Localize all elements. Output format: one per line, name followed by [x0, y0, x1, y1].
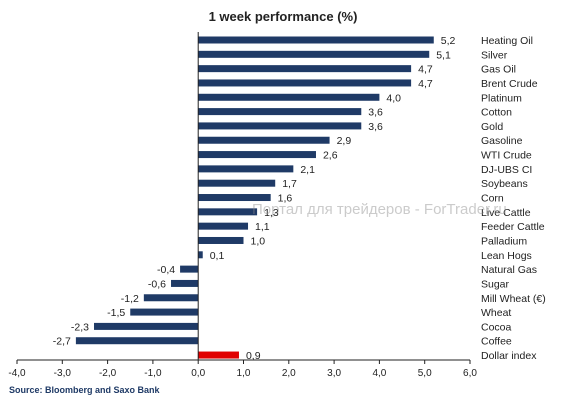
value-label: 5,1	[436, 49, 451, 61]
bar-live-cattle	[198, 208, 258, 216]
category-label: Soybeans	[481, 178, 528, 190]
bar-soybeans	[198, 179, 276, 187]
value-label: -0,4	[157, 264, 175, 276]
bar-heating-oil	[198, 36, 434, 44]
category-label: Heating Oil	[481, 35, 533, 47]
bar-wheat	[130, 308, 199, 316]
bar-sugar	[171, 279, 199, 287]
value-label: 1,3	[264, 207, 279, 219]
x-tick-label: -2,0	[99, 368, 117, 379]
category-label: Dollar index	[481, 350, 537, 362]
bar-gold	[198, 122, 362, 130]
category-label: Live Cattle	[481, 207, 531, 219]
category-label: Cotton	[481, 107, 512, 119]
watermark-text: Портал для трейдеров - ForTrader.ru	[252, 201, 507, 218]
bar-brent-crude	[198, 79, 412, 87]
bar-silver	[198, 50, 430, 58]
bars-layer	[75, 36, 434, 359]
labels-layer: 5,2 Heating Oil 5,1 Silver 4,7 Gas Oil 4,7 Bren…	[53, 35, 546, 362]
bar-wti-crude	[198, 151, 316, 159]
x-tick-label: 3,0	[327, 368, 341, 379]
value-label: 2,1	[300, 164, 315, 176]
bar-feeder-cattle	[198, 222, 249, 230]
bar-palladium	[198, 236, 244, 244]
category-label: Palladium	[481, 235, 527, 247]
value-label: 1,7	[282, 178, 297, 190]
source-note: Source: Bloomberg and Saxo Bank	[9, 385, 160, 395]
value-label: -2,3	[71, 321, 89, 333]
bar-natural-gas	[180, 265, 199, 273]
category-label: Gasoline	[481, 135, 523, 147]
x-tick-label: 6,0	[463, 368, 477, 379]
bar-platinum	[198, 93, 380, 101]
category-label: Corn	[481, 193, 504, 205]
category-label: Coffee	[481, 336, 512, 348]
x-tick-label: 1,0	[237, 368, 251, 379]
bar-lean-hogs	[198, 251, 203, 259]
value-label: -1,5	[107, 307, 125, 319]
value-label: 5,2	[441, 35, 456, 47]
category-label: Brent Crude	[481, 78, 538, 90]
value-label: 3,6	[368, 107, 383, 119]
x-tick-label: -1,0	[144, 368, 162, 379]
category-label: WTI Crude	[481, 150, 532, 162]
x-tick-label: 4,0	[372, 368, 386, 379]
chart-title: 1 week performance (%)	[208, 9, 358, 24]
category-label: Silver	[481, 49, 508, 61]
x-tick-label: 5,0	[418, 368, 432, 379]
category-label: Cocoa	[481, 321, 512, 333]
category-label: Wheat	[481, 307, 511, 319]
category-label: Sugar	[481, 278, 510, 290]
category-label: Natural Gas	[481, 264, 537, 276]
bar-dj-ubs-ci	[198, 165, 294, 173]
value-label: 1,6	[278, 193, 293, 205]
bar-gasoline	[198, 136, 330, 144]
category-label: Gold	[481, 121, 503, 133]
value-label: -1,2	[121, 293, 139, 305]
bar-cocoa	[94, 322, 199, 330]
bar-corn	[198, 194, 271, 202]
category-label: Gas Oil	[481, 64, 516, 76]
value-label: -2,7	[53, 336, 71, 348]
bar-dollar-index	[198, 351, 239, 359]
x-tick-label: -4,0	[8, 368, 26, 379]
value-label: 3,6	[368, 121, 383, 133]
category-label: Feeder Cattle	[481, 221, 545, 233]
category-label: DJ-UBS CI	[481, 164, 532, 176]
x-tick-label: 2,0	[282, 368, 296, 379]
x-tick-label: 0,0	[191, 368, 205, 379]
category-label: Lean Hogs	[481, 250, 532, 262]
bar-coffee	[75, 337, 199, 345]
value-label: 2,9	[337, 135, 352, 147]
axis-layer: -4,0 -3,0 -2,0 -1,0 0,0 1,0 2,0 3,0 4,0 5,0 6,0	[8, 32, 477, 379]
bar-cotton	[198, 108, 362, 116]
bar-mill-wheat	[143, 294, 199, 302]
value-label: 4,7	[418, 78, 433, 90]
value-label: 4,7	[418, 64, 433, 76]
value-label: 4,0	[386, 92, 401, 104]
category-label: Platinum	[481, 92, 522, 104]
x-tick-label: -3,0	[54, 368, 72, 379]
value-label: 0,1	[210, 250, 225, 262]
value-label: 1,0	[251, 235, 266, 247]
bar-gas-oil	[198, 65, 412, 73]
value-label: 2,6	[323, 150, 338, 162]
category-label: Mill Wheat (€)	[481, 293, 546, 305]
value-label: 0,9	[246, 350, 261, 362]
value-label: -0,6	[148, 278, 166, 290]
value-label: 1,1	[255, 221, 270, 233]
